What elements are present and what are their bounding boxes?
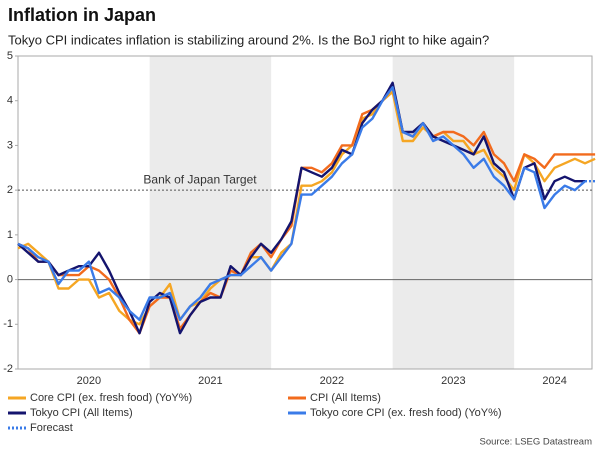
y-tick-label: 0: [7, 273, 13, 285]
series-line: [17, 90, 596, 326]
chart-title: Inflation in Japan: [8, 5, 156, 25]
x-tick-label: 2023: [441, 375, 465, 387]
series-line: [17, 81, 585, 335]
legend-label: CPI (All Items): [310, 392, 381, 404]
x-tick-label: 2022: [320, 375, 344, 387]
x-tick-label: 2024: [542, 375, 566, 387]
year-band: [149, 56, 272, 369]
legend-label: Forecast: [30, 422, 73, 434]
x-tick-label: 2020: [77, 375, 101, 387]
chart-subtitle: Tokyo CPI indicates inflation is stabili…: [8, 32, 489, 47]
y-tick-label: 3: [7, 139, 13, 151]
x-tick-label: 2021: [198, 375, 222, 387]
y-tick-label: 4: [7, 95, 13, 107]
y-tick-label: 5: [7, 50, 13, 62]
target-label: Bank of Japan Target: [143, 172, 257, 186]
legend-label: Tokyo core CPI (ex. fresh food) (YoY%): [310, 407, 502, 419]
series-line: [17, 86, 586, 321]
y-tick-label: -1: [3, 318, 13, 330]
source: Source: LSEG Datastream: [480, 437, 593, 448]
y-tick-label: 2: [7, 184, 13, 196]
y-tick-label: -2: [3, 363, 13, 375]
legend-label: Tokyo CPI (All Items): [30, 407, 133, 419]
year-band: [392, 56, 515, 369]
series-line: [17, 86, 596, 335]
plot-frame: [17, 55, 593, 370]
y-tick-label: 1: [7, 229, 13, 241]
legend-label: Core CPI (ex. fresh food) (YoY%): [30, 392, 192, 404]
